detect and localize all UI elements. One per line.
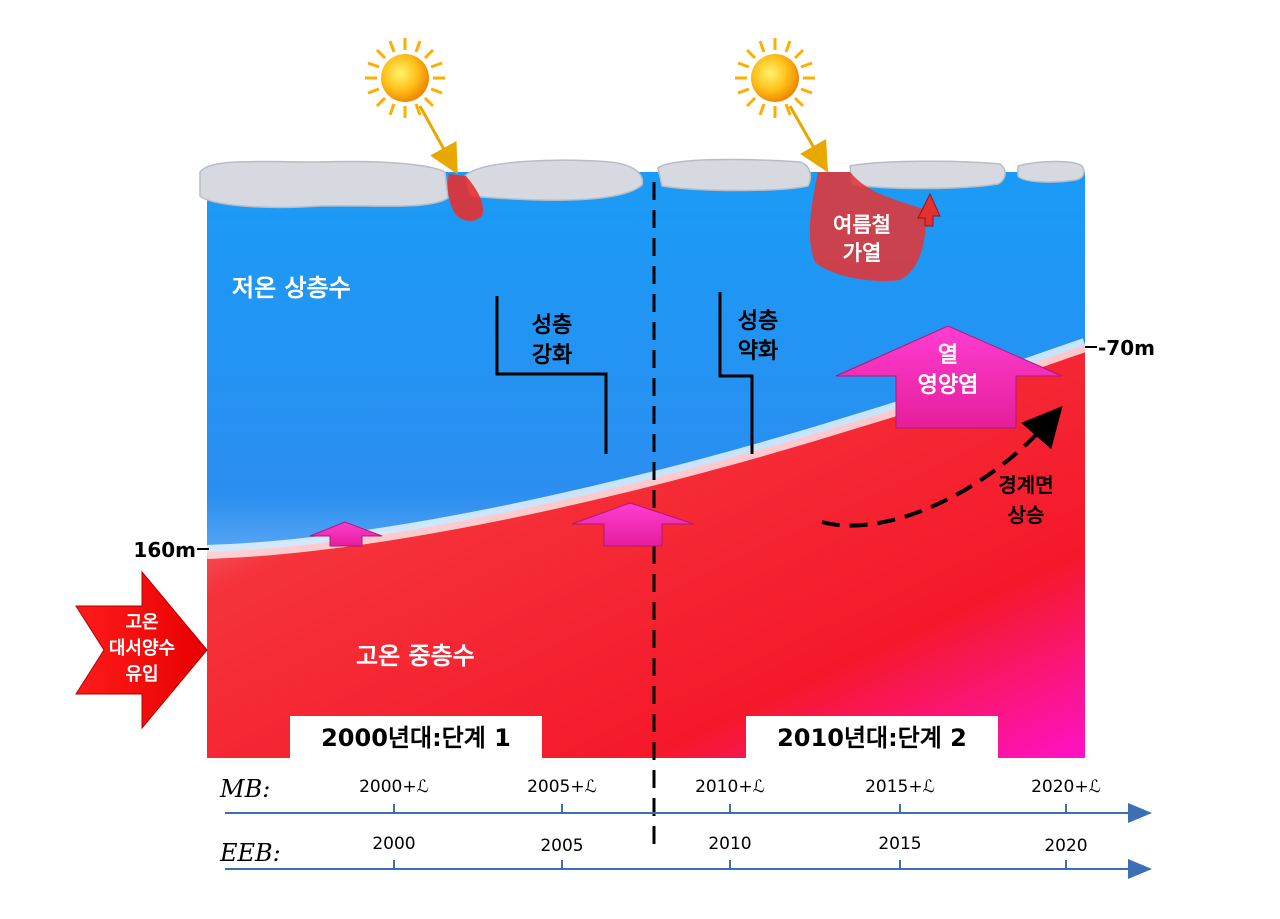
strat-profile-line-2 <box>718 292 754 454</box>
stage-box-2 <box>746 716 998 758</box>
eeb-tick-label: 2020 <box>1044 836 1087 856</box>
mb-tick-label: 2010+ℒ <box>695 777 765 797</box>
eeb-tick-label: 2000 <box>372 834 415 854</box>
depth-label-top: -70m <box>1098 336 1155 360</box>
sea-ice <box>199 158 1085 209</box>
stage-1-label: 2000년대:단계 1 <box>321 724 511 752</box>
stage-box-1 <box>290 716 542 758</box>
eeb-tick-label: 2010 <box>708 834 751 854</box>
upper-water-label: 저온 상층수 <box>232 274 351 302</box>
heat-nutrient-arrow <box>835 325 1063 429</box>
sun-icon <box>735 38 815 118</box>
strat-profile-line-1 <box>495 296 608 454</box>
middle-water-label: 고온 중층수 <box>356 642 475 670</box>
heat-flux-arrow-medium <box>571 502 695 547</box>
stage-2-label: 2010년대:단계 2 <box>777 724 967 752</box>
atlantic-inflow-arrow <box>75 570 208 730</box>
summer-heat-label-2: 가열 <box>843 241 882 265</box>
summer-heat-label-1: 여름철 <box>833 213 891 237</box>
depth-label-bottom: 160m <box>133 538 196 562</box>
heat-flux-arrow-small <box>309 521 383 547</box>
interface-rise-arrow <box>821 405 1063 528</box>
ice-floe <box>1017 160 1085 183</box>
strat-strong-label-2: 강화 <box>532 343 572 368</box>
heated-patch <box>447 174 484 221</box>
mb-tick-label: 2020+ℒ <box>1031 777 1101 797</box>
eeb-axis-label: EEB: <box>219 839 281 867</box>
sunlight-arrow <box>788 105 828 173</box>
ocean-section <box>206 172 1088 758</box>
ice-floe <box>849 160 1006 190</box>
eeb-tick-label: 2005 <box>540 836 583 856</box>
interface-rise-label-2: 상승 <box>1008 503 1045 527</box>
strat-strong-label-1: 성층 <box>532 313 572 338</box>
interface-rise-label-1: 경계면 <box>998 473 1053 497</box>
heat-flux-label-1: 열 <box>938 343 958 368</box>
mb-tick-label: 2005+ℒ <box>527 777 597 797</box>
strat-weak-label-2: 약화 <box>738 339 778 364</box>
inflow-label-1: 고온 <box>125 612 158 633</box>
mb-tick-label: 2015+ℒ <box>865 777 935 797</box>
inflow-label-2: 대서양수 <box>109 638 175 659</box>
sunlight-arrow <box>418 105 458 175</box>
summer-heating-patch <box>809 172 926 282</box>
up-arrow-small-icon <box>917 192 941 227</box>
mb-tick-label: 2000+ℒ <box>359 777 429 797</box>
eeb-ticks <box>393 860 1067 869</box>
ice-floe <box>199 160 449 209</box>
ice-floe <box>464 159 644 201</box>
eeb-tick-label: 2015 <box>878 834 921 854</box>
mb-ticks <box>393 804 1067 813</box>
heat-flux-label-2: 영양염 <box>918 373 979 398</box>
inflow-label-3: 유입 <box>125 663 158 685</box>
mb-axis-label: MB: <box>219 775 270 803</box>
ice-floe <box>657 158 812 192</box>
warm-middle-water <box>207 345 1085 758</box>
sun-icon <box>365 38 445 118</box>
strat-weak-label-1: 성층 <box>738 309 778 334</box>
